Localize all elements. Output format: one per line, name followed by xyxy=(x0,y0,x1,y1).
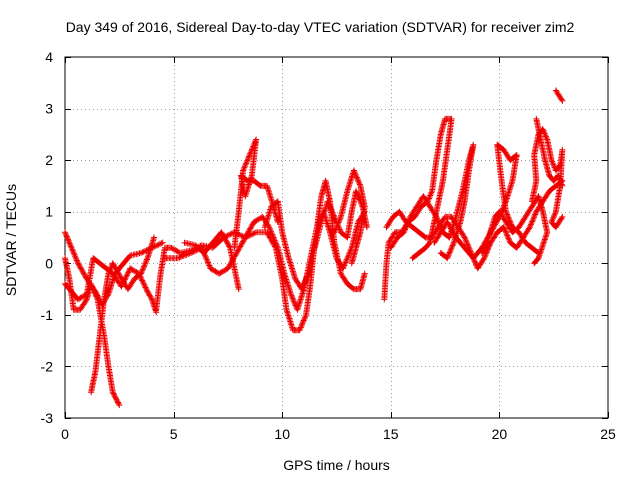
y-tick-label: 4 xyxy=(45,49,53,65)
x-tick-label: 15 xyxy=(383,426,399,442)
data-marker-plus xyxy=(62,87,566,409)
y-tick-label: 1 xyxy=(45,204,53,220)
y-tick-label: 3 xyxy=(45,101,53,117)
x-tick-label: 0 xyxy=(61,426,69,442)
y-tick-label: -2 xyxy=(41,358,54,374)
x-tick-label: 10 xyxy=(274,426,290,442)
x-tick-label: 20 xyxy=(492,426,508,442)
y-axis-label: SDTVAR / TECUs xyxy=(3,183,19,297)
x-tick-label: 25 xyxy=(600,426,616,442)
axis-ticks: 0 5 10 15 20 25 -3 -2 -1 0 1 2 3 4 xyxy=(41,49,616,442)
x-tick-label: 5 xyxy=(170,426,178,442)
x-axis-label: GPS time / hours xyxy=(283,457,390,473)
y-tick-label: -1 xyxy=(41,307,54,323)
chart-title: Day 349 of 2016, Sidereal Day-to-day VTE… xyxy=(65,19,575,35)
y-tick-label: 0 xyxy=(45,255,53,271)
y-tick-label: -3 xyxy=(41,410,54,426)
y-tick-label: 2 xyxy=(45,152,53,168)
data-markers xyxy=(62,87,566,409)
grid xyxy=(65,57,608,418)
